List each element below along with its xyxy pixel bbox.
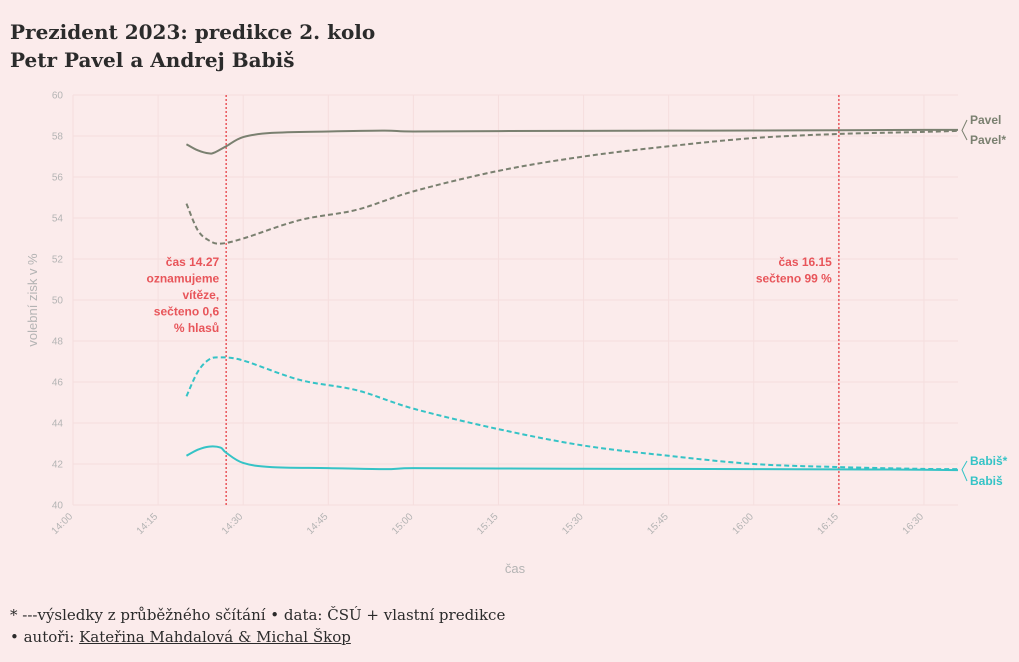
x-tick-label: 16:00 [730,511,756,537]
x-tick-label: 15:45 [645,511,671,537]
label-bracket [961,119,968,141]
x-tick-label: 15:30 [560,511,586,537]
series-line-pavel-dashed [185,129,959,245]
y-tick-label: 42 [52,460,64,471]
series-line-babis [185,445,959,472]
annotation-text: sečteno 0,6 [154,305,220,319]
x-tick-label: 14:45 [305,511,331,537]
end-labels: Pavel Pavel* Babiš* Babiš [961,113,1008,488]
x-tick-label: 14:15 [135,511,161,537]
x-tick-label: 16:15 [816,511,842,537]
authors-link[interactable]: Kateřina Mahdalová & Michal Škop [79,628,351,646]
x-tick-label: 15:00 [390,511,416,537]
end-label: Babiš* [970,454,1008,468]
title-line-1: Prezident 2023: predikce 2. kolo [10,20,376,44]
authors-prefix: • autoři: [10,628,80,646]
annotation-lines [225,95,840,505]
x-tick-label: 14:00 [50,511,76,537]
y-tick-label: 44 [52,419,64,430]
series-line-babis-dashed [185,356,959,471]
footer-authors: • autoři: Kateřina Mahdalová & Michal Šk… [10,626,505,648]
grid [72,94,958,506]
y-tick-label: 48 [52,337,64,348]
annotation-text: čas 16.15 [778,255,832,269]
series-lines [185,128,959,472]
series-line-pavel [185,128,959,155]
y-tick-label: 58 [52,132,64,143]
y-tick-label: 54 [52,214,64,225]
y-tick-label: 52 [52,255,64,266]
y-tick-label: 46 [52,378,64,389]
x-axis-label: čas [505,561,526,576]
annotation-texts: čas 14.27 oznamujeme vítěze, sečteno 0,6 % h… [146,255,832,335]
title-line-2: Petr Pavel a Andrej Babiš [10,48,295,72]
label-bracket [961,460,968,482]
annotation-text: oznamujeme [146,272,219,286]
y-axis-ticks: 40 42 44 46 48 50 52 54 56 58 60 [52,91,64,512]
annotation-text: sečteno 99 % [756,272,832,286]
x-tick-label: 15:15 [475,511,501,537]
annotation-text: % hlasů [174,321,219,335]
y-tick-label: 50 [52,296,64,307]
x-tick-label: 16:30 [901,511,927,537]
annotation-text: čas 14.27 [166,255,220,269]
y-tick-label: 60 [52,91,64,102]
x-tick-label: 14:30 [220,511,246,537]
end-label: Pavel* [970,133,1006,147]
end-label: Babiš [970,474,1003,488]
end-label: Pavel [970,113,1001,127]
annotation-text: vítěze, [182,288,219,302]
y-tick-label: 40 [52,501,64,512]
footer-note: * ---výsledky z průběžného sčítání • dat… [10,606,506,624]
y-tick-label: 56 [52,173,64,184]
chart-title: Prezident 2023: predikce 2. kolo Petr Pa… [10,18,375,74]
footer: * ---výsledky z průběžného sčítání • dat… [10,604,505,648]
y-axis-label: volební zisk v % [25,253,40,347]
x-axis-ticks: 14:00 14:15 14:30 14:45 15:00 15:15 15:30 15:45… [50,511,927,537]
